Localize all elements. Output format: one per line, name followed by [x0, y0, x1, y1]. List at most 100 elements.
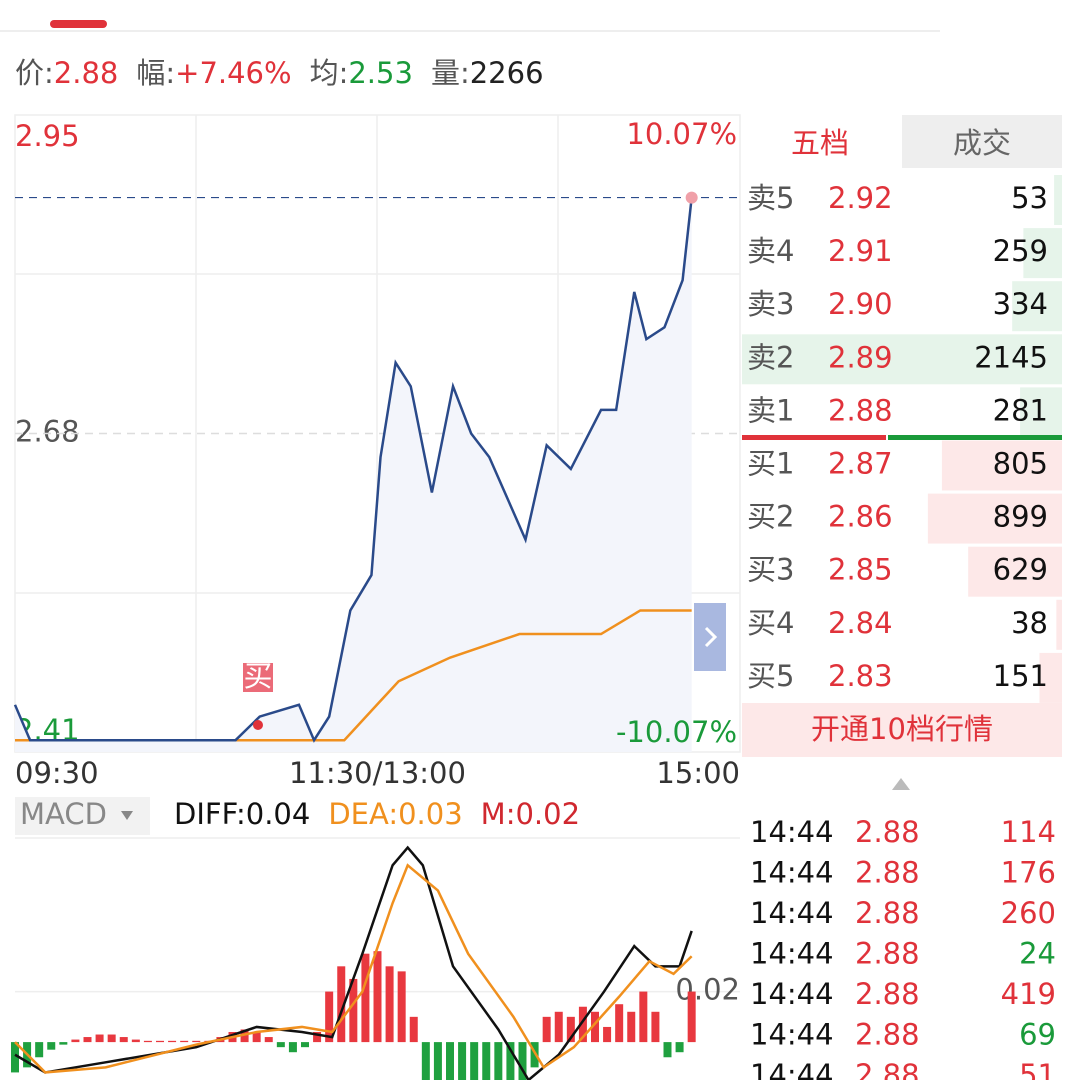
trade-time: 14:44 [750, 856, 834, 890]
level-volume: 53 [1011, 181, 1048, 215]
macd-bar [591, 1011, 599, 1043]
level-label: 买3 [747, 553, 794, 587]
price-chart: 2.952.682.41 [13, 119, 740, 752]
macd-bar [687, 991, 696, 1043]
trades: 14:44 2.88 114 14:44 2.88 176 14:44 2.88 260 14:4… [750, 815, 1056, 1080]
last-price-dot [685, 191, 698, 204]
tab-label[interactable]: 五档 [791, 126, 849, 160]
level-volume: 334 [993, 287, 1048, 321]
collapse-icon[interactable] [892, 778, 910, 790]
macd-bar [192, 1040, 201, 1043]
macd-bar [107, 1034, 116, 1043]
diff-label: DIFF:0.04 [174, 797, 310, 831]
macd-chart: 0.02 [11, 845, 740, 1080]
level-volume: 899 [993, 500, 1048, 534]
trade-price: 2.88 [855, 937, 920, 971]
buy-point [253, 720, 263, 730]
macd-bar [313, 1032, 322, 1043]
level-label: 买1 [747, 447, 794, 481]
trade-volume: 51 [1019, 1058, 1056, 1080]
macd-bar [276, 1042, 285, 1048]
macd-bar [506, 1042, 515, 1080]
macd-bar [627, 1011, 636, 1043]
trade-price: 2.88 [855, 1058, 920, 1080]
pct-bottom: -10.07% [616, 715, 737, 749]
y-tick-label: 2.95 [15, 119, 80, 153]
macd-bar [35, 1042, 44, 1058]
dea-line [14, 863, 693, 1074]
macd-bar [373, 951, 382, 1043]
upgrade-button-label[interactable]: 开通10档行情 [811, 712, 993, 746]
level-price: 2.89 [828, 340, 893, 374]
level-price: 2.85 [828, 553, 893, 587]
volume-bar [1039, 652, 1062, 703]
volume-bar [941, 440, 1062, 491]
x-tick-label: 11:30/13:00 [289, 756, 466, 790]
y-tick-label: 2.68 [15, 415, 80, 449]
trade-time: 14:44 [750, 815, 834, 849]
level-price: 2.87 [828, 447, 893, 481]
vol-label: 量: [431, 56, 470, 90]
trade-time: 14:44 [750, 1058, 834, 1080]
macd-bar [446, 1042, 454, 1080]
level-volume: 805 [993, 447, 1048, 481]
level-label: 买5 [747, 659, 794, 693]
macd-bar [603, 1026, 612, 1043]
macd-bar [325, 991, 334, 1043]
amp: +7.46% [175, 56, 291, 90]
trade-volume: 176 [1001, 856, 1056, 890]
trade-volume: 419 [1001, 977, 1056, 1011]
macd-bar [530, 1042, 539, 1068]
macd-bar [554, 1011, 563, 1043]
trade-volume: 24 [1019, 937, 1056, 971]
volume-bar [742, 334, 1062, 385]
volume-bar [1023, 228, 1062, 279]
trade-price: 2.88 [855, 815, 920, 849]
macd-bar [143, 1040, 152, 1043]
expand-bg[interactable] [694, 603, 726, 671]
tab-active[interactable] [742, 115, 902, 168]
macd-bar [385, 966, 394, 1043]
upgrade-button[interactable] [742, 703, 1062, 757]
price-area [15, 197, 692, 752]
tab-inactive[interactable] [902, 115, 1062, 168]
m-label: M:0.02 [481, 797, 580, 831]
macd-bar [458, 1042, 467, 1080]
trade-time: 14:44 [750, 1018, 834, 1052]
level-volume: 281 [993, 393, 1048, 427]
x-tick-label: 09:30 [15, 756, 99, 790]
header-stats: 价:2.88 幅:+7.46% 均:2.53 量:2266 [15, 56, 544, 90]
level-volume: 629 [993, 553, 1048, 587]
macd-name[interactable]: MACD [20, 797, 107, 831]
vol: 2266 [470, 56, 544, 90]
macd-bar [542, 1016, 551, 1043]
level-price: 2.84 [828, 606, 893, 640]
level-label: 卖1 [747, 393, 794, 427]
level-label: 卖4 [747, 234, 794, 268]
macd-bar [131, 1039, 140, 1043]
macd-bar [47, 1042, 56, 1050]
level-price: 2.86 [828, 500, 893, 534]
indicator-select-label[interactable]: MACD [20, 797, 107, 831]
price: 2.88 [54, 56, 119, 90]
tab-label[interactable]: 成交 [953, 126, 1011, 160]
macd-bar [11, 1042, 19, 1073]
macd-bar [168, 1040, 177, 1043]
trade-price: 2.88 [855, 856, 920, 890]
x-tick-label: 15:00 [656, 756, 740, 790]
trade-price: 2.88 [855, 896, 920, 930]
avg: 2.53 [348, 56, 413, 90]
level-volume: 2145 [974, 340, 1048, 374]
trade-price: 2.88 [855, 977, 920, 1011]
avg-line [15, 609, 692, 742]
macd-bar [301, 1042, 309, 1048]
level-price: 2.88 [828, 393, 893, 427]
volume-bar [1012, 281, 1062, 332]
expand-button[interactable] [694, 603, 726, 671]
diff-line [14, 845, 693, 1080]
volume-bar [1056, 599, 1062, 650]
macd-bar [675, 1042, 684, 1053]
volume-bar [1020, 387, 1062, 438]
macd-bar [95, 1034, 104, 1043]
level-label: 卖5 [747, 181, 794, 215]
